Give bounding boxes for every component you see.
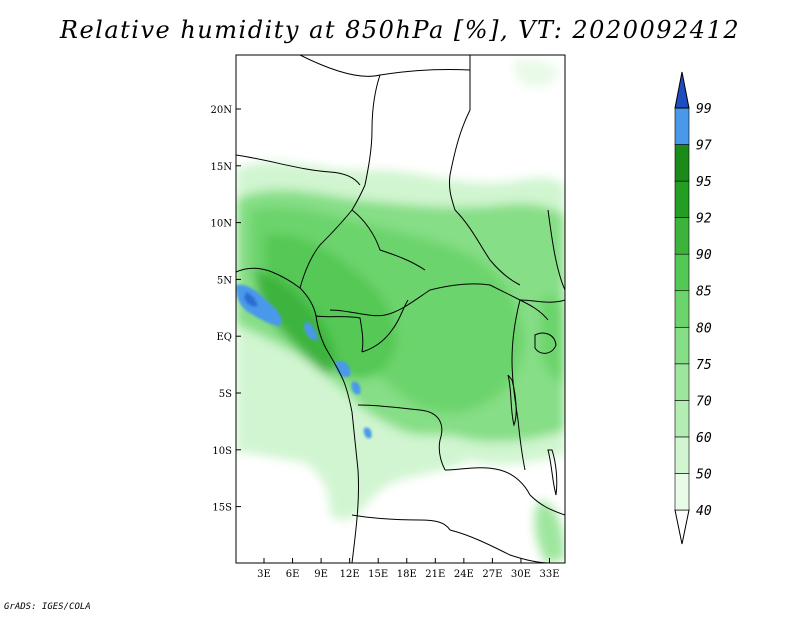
colorbar-segment xyxy=(675,145,689,182)
colorbar-label: 95 xyxy=(696,175,712,190)
lat-tick-label: 5N xyxy=(217,275,232,286)
lon-axis: 3E 6E 9E 12E 15E 18E 21E 24E 27E 30E 33E xyxy=(257,558,559,580)
lat-tick-label: 10S xyxy=(212,446,232,457)
colorbar-label: 50 xyxy=(696,467,712,482)
colorbar-segment xyxy=(675,181,689,218)
colorbar-label: 70 xyxy=(696,394,712,409)
lon-tick-label: 27E xyxy=(482,569,502,580)
lon-tick-label: 33E xyxy=(539,569,559,580)
lon-tick-label: 30E xyxy=(511,569,531,580)
colorbar-low-triangle xyxy=(675,510,689,544)
lat-tick-label: 15S xyxy=(212,503,232,514)
colorbar-segment xyxy=(675,327,689,364)
lon-tick-label: 9E xyxy=(314,569,328,580)
colorbar-segment xyxy=(675,437,689,474)
colorbar-label: 75 xyxy=(696,358,712,373)
colorbar-high-triangle xyxy=(675,72,689,108)
lat-tick-label: 15N xyxy=(211,162,233,173)
border-angola-south xyxy=(352,515,450,530)
colorbar-segment xyxy=(675,473,689,510)
colorbar-label: 85 xyxy=(696,285,712,300)
lat-tick-label: 5S xyxy=(219,389,232,400)
colorbar-segment xyxy=(675,254,689,291)
lat-tick-label: 20N xyxy=(211,105,233,116)
colorbar-label: 60 xyxy=(696,431,712,446)
colorbar-label: 80 xyxy=(696,321,712,336)
colorbar-segment xyxy=(675,108,689,145)
border-zambia xyxy=(445,468,530,495)
colorbar-segment xyxy=(675,400,689,437)
colorbar-label: 99 xyxy=(696,102,712,117)
border-mozambique xyxy=(450,530,550,563)
colorbar-segment xyxy=(675,291,689,328)
lon-tick-label: 12E xyxy=(340,569,360,580)
border-chad-north xyxy=(365,75,380,185)
lat-tick-label: EQ xyxy=(217,332,233,343)
lon-tick-label: 3E xyxy=(257,569,271,580)
lon-tick-label: 15E xyxy=(368,569,388,580)
colorbar-label: 92 xyxy=(696,212,712,227)
lon-tick-label: 24E xyxy=(454,569,474,580)
humidity-map: 20N 15N 10N 5N EQ 5S 10S 15S 3E 6E 9E 12E 15E 18E 21E… xyxy=(0,0,800,618)
humidity-southeast xyxy=(535,500,565,563)
credit-text: GrADS: IGES/COLA xyxy=(4,602,91,612)
lon-tick-label: 6E xyxy=(286,569,300,580)
colorbar-label: 97 xyxy=(696,139,712,154)
lat-tick-label: 10N xyxy=(211,219,233,230)
colorbar-segment xyxy=(675,218,689,255)
humidity-sahara-patch xyxy=(514,59,560,86)
colorbar: 40 50 60 70 75 80 85 90 92 95 97 99 xyxy=(675,72,712,544)
colorbar-label: 40 xyxy=(696,504,712,519)
lon-tick-label: 21E xyxy=(425,569,445,580)
humidity-field xyxy=(236,59,565,563)
colorbar-label: 90 xyxy=(696,248,712,263)
border-libya xyxy=(300,55,470,76)
colorbar-segment xyxy=(675,364,689,401)
lon-tick-label: 18E xyxy=(397,569,417,580)
